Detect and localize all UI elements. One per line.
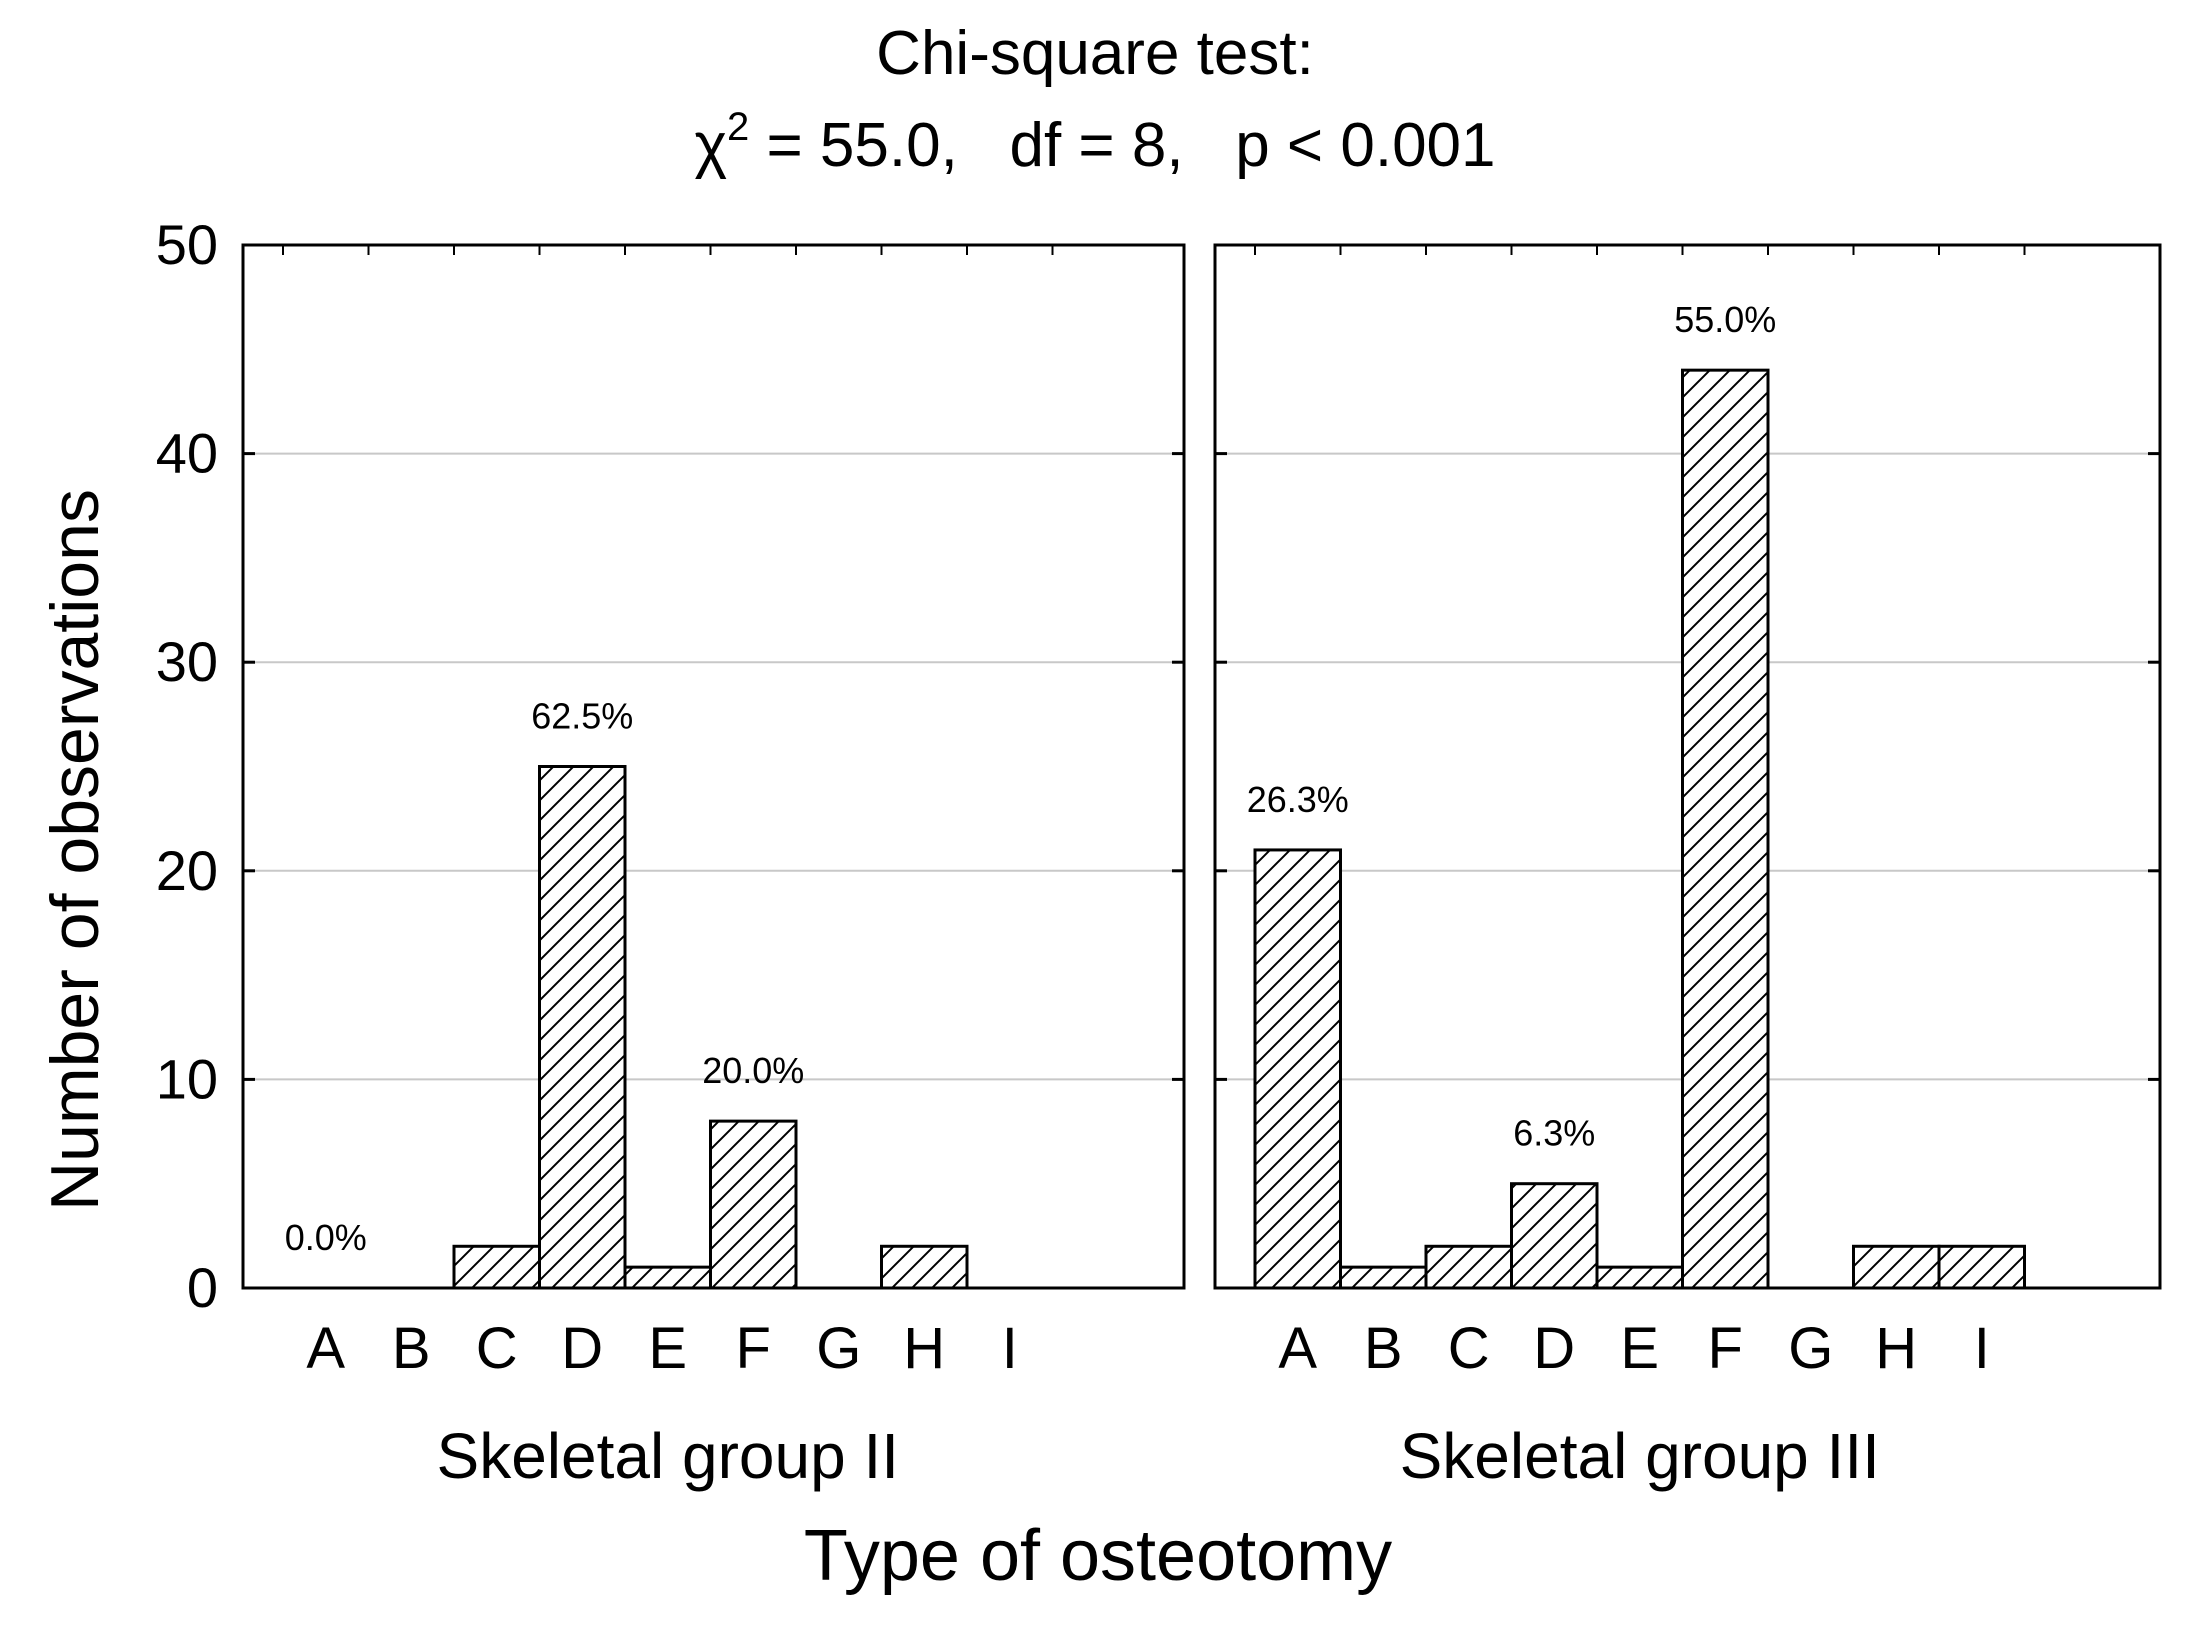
x-tick-label: G xyxy=(1788,1316,1833,1381)
bar-D xyxy=(1510,1182,1599,1290)
x-tick-label: F xyxy=(736,1316,771,1381)
plot-frame xyxy=(1213,243,2162,1290)
data-label: 20.0% xyxy=(702,1050,804,1091)
bar-F xyxy=(709,1119,798,1290)
x-axis-label: Type of osteotomy xyxy=(804,1516,1392,1596)
bar-E xyxy=(623,1265,712,1290)
group-label: Skeletal group III xyxy=(1400,1420,1880,1492)
x-tick-label: E xyxy=(1620,1316,1659,1381)
x-tick-label: H xyxy=(903,1316,945,1381)
bar-B xyxy=(1339,1265,1428,1290)
panel-2: A B C D E F G H I 26.3% 6.3% 55.0% Skeletal group II… xyxy=(1213,243,2162,1492)
x-tick-label: I xyxy=(1974,1316,1990,1381)
data-label: 55.0% xyxy=(1674,299,1776,340)
chi-statistics: = 55.0, df = 8, p < 0.001 xyxy=(749,111,1495,180)
panel-1: A B C D E F G H I 0.0% 62.5% 20.0% Skeletal group II xyxy=(241,243,1186,1492)
bar-H xyxy=(1852,1244,1941,1290)
x-tick-label: E xyxy=(648,1316,687,1381)
chi-symbol: χ xyxy=(694,111,727,180)
bar-A xyxy=(1253,848,1342,1290)
x-tick-label: B xyxy=(392,1316,431,1381)
x-tick-label: G xyxy=(816,1316,861,1381)
bar-I xyxy=(1937,1244,2026,1290)
x-tick-label: D xyxy=(561,1316,603,1381)
y-tick-label: 0 xyxy=(187,1256,218,1319)
x-tick-label: F xyxy=(1708,1316,1743,1381)
x-tick-label: C xyxy=(476,1316,518,1381)
x-tick-label: C xyxy=(1448,1316,1490,1381)
y-axis-label: Number of observations xyxy=(37,489,113,1211)
x-tick-label: A xyxy=(1278,1316,1317,1381)
y-tick-label: 20 xyxy=(156,839,218,902)
data-label: 62.5% xyxy=(531,696,633,737)
data-label: 0.0% xyxy=(285,1217,367,1258)
data-label: 6.3% xyxy=(1513,1113,1595,1154)
chart-title-line1: Chi-square test: xyxy=(876,19,1314,88)
y-tick-label: 40 xyxy=(156,422,218,485)
bar-D xyxy=(538,765,627,1290)
bar-F xyxy=(1681,368,1770,1290)
group-label: Skeletal group II xyxy=(437,1420,900,1492)
y-tick-label: 30 xyxy=(156,630,218,693)
bar-E xyxy=(1595,1265,1684,1290)
bar-H xyxy=(880,1244,969,1290)
data-label: 26.3% xyxy=(1247,779,1349,820)
chart-title-line2: χ2 = 55.0, df = 8, p < 0.001 xyxy=(694,105,1495,180)
bar-C xyxy=(1424,1244,1513,1290)
y-tick-label: 50 xyxy=(156,213,218,276)
bar-C xyxy=(452,1244,541,1290)
y-tick-label: 10 xyxy=(156,1047,218,1110)
x-tick-label: I xyxy=(1002,1316,1018,1381)
x-tick-label: A xyxy=(306,1316,345,1381)
x-tick-label: D xyxy=(1533,1316,1575,1381)
x-tick-label: B xyxy=(1364,1316,1403,1381)
chi-superscript: 2 xyxy=(727,105,749,149)
x-tick-label: H xyxy=(1875,1316,1917,1381)
plot-frame xyxy=(241,243,1186,1290)
